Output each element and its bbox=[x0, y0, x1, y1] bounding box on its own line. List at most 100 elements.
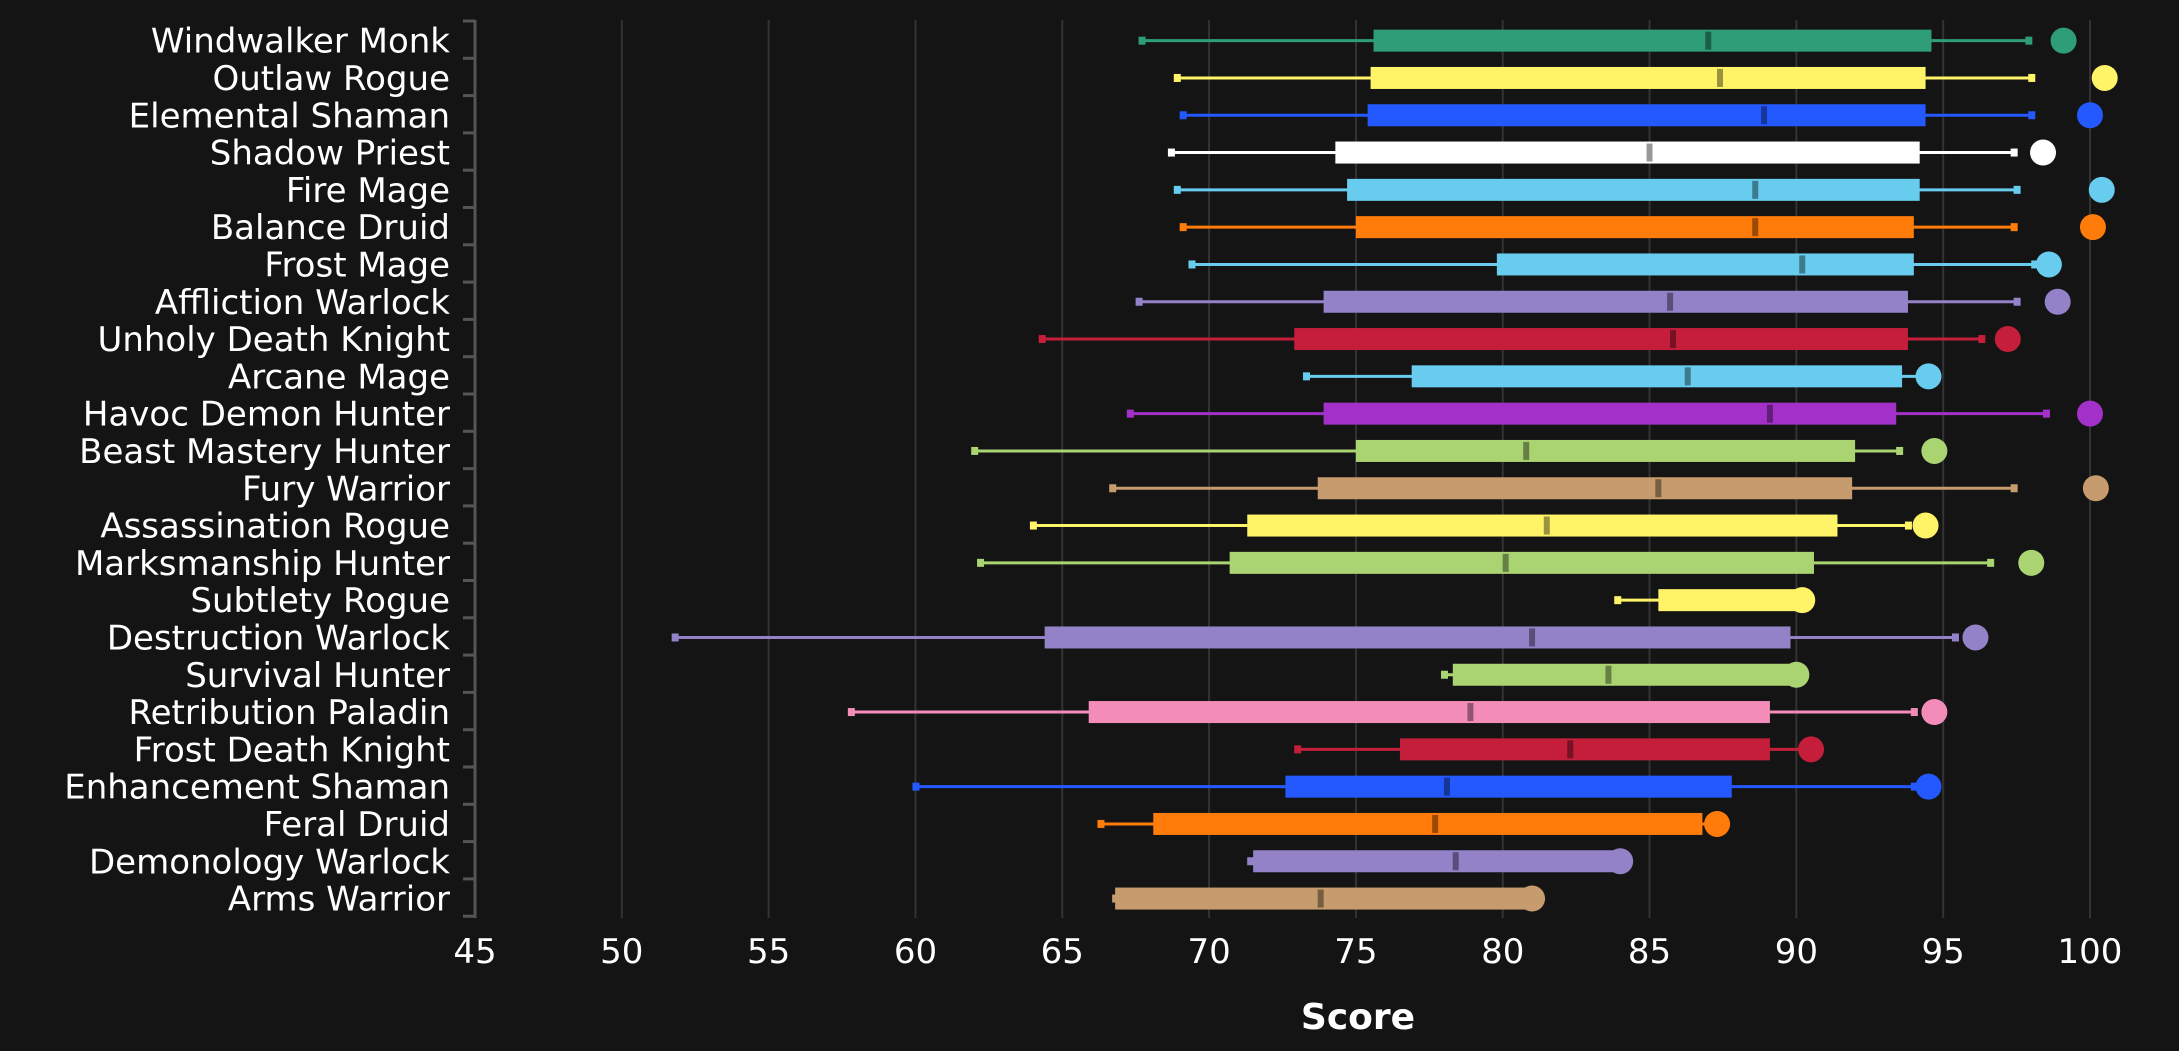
spec-label: Frost Mage bbox=[264, 245, 450, 285]
box-group bbox=[977, 549, 2045, 576]
iqr-box bbox=[1153, 812, 1703, 835]
whisker-cap-low bbox=[1179, 223, 1187, 232]
box-group bbox=[1112, 885, 1546, 912]
max-point bbox=[2088, 176, 2115, 203]
box-group bbox=[1302, 363, 1942, 390]
box-group bbox=[671, 624, 1989, 651]
x-tick-label: 55 bbox=[747, 932, 790, 972]
iqr-box bbox=[1496, 253, 1914, 276]
box-group bbox=[1126, 400, 2103, 427]
whisker-cap-high bbox=[1951, 633, 1959, 642]
median-marker bbox=[1705, 31, 1712, 50]
whisker-cap-high bbox=[2028, 111, 2036, 120]
whisker-cap-low bbox=[1135, 297, 1143, 306]
box-series bbox=[671, 27, 2118, 912]
median-marker bbox=[1752, 180, 1759, 199]
iqr-box bbox=[1317, 477, 1853, 500]
x-tick-label: 70 bbox=[1187, 932, 1230, 972]
whisker-cap-low bbox=[1173, 73, 1181, 82]
max-point bbox=[2077, 400, 2103, 427]
iqr-box bbox=[1323, 402, 1897, 425]
box-group bbox=[1173, 64, 2118, 91]
median-marker bbox=[1717, 68, 1724, 87]
max-point bbox=[1704, 810, 1731, 837]
whisker-cap-low bbox=[1167, 148, 1175, 157]
iqr-box bbox=[1367, 104, 1926, 127]
whisker-cap-low bbox=[1097, 819, 1105, 828]
whisker-cap-low bbox=[1138, 36, 1146, 45]
box-group bbox=[1441, 661, 1810, 688]
whisker-cap-low bbox=[1302, 372, 1310, 381]
max-point bbox=[2035, 251, 2062, 278]
x-axis-title: Score bbox=[1301, 997, 1415, 1038]
max-point bbox=[1962, 624, 1989, 651]
median-marker bbox=[1670, 330, 1677, 349]
x-tick-label: 85 bbox=[1628, 932, 1671, 972]
whisker-cap-low bbox=[1294, 745, 1302, 754]
x-tick-label: 50 bbox=[600, 932, 643, 972]
whisker-cap-high bbox=[1987, 558, 1995, 567]
whisker-cap-high bbox=[2010, 223, 2018, 232]
box-group bbox=[1038, 326, 2021, 353]
gridlines bbox=[620, 20, 2091, 918]
max-point bbox=[1789, 587, 1816, 614]
median-marker bbox=[1543, 516, 1550, 535]
whisker-cap-low bbox=[1179, 111, 1187, 120]
median-marker bbox=[1799, 255, 1806, 274]
x-axis-ticks: 45 50 55 60 65 70 75 80 85 90 95 100 bbox=[453, 932, 2122, 972]
iqr-box bbox=[1373, 29, 1932, 52]
median-marker bbox=[1646, 143, 1653, 162]
spec-label: Havoc Demon Hunter bbox=[83, 395, 450, 435]
max-point bbox=[1921, 437, 1948, 464]
spec-label: Retribution Paladin bbox=[128, 693, 450, 733]
max-point bbox=[2050, 27, 2077, 54]
whisker-cap-low bbox=[1188, 260, 1196, 269]
iqr-box bbox=[1452, 663, 1791, 686]
x-tick-label: 80 bbox=[1481, 932, 1524, 972]
box-group bbox=[847, 699, 1948, 726]
box-group bbox=[1247, 848, 1634, 875]
box-group bbox=[971, 437, 1948, 464]
max-point bbox=[1915, 773, 1942, 800]
whisker-cap-high bbox=[1904, 521, 1912, 530]
spec-label: Survival Hunter bbox=[185, 656, 450, 696]
whisker-cap-high bbox=[1910, 708, 1918, 717]
spec-label: Unholy Death Knight bbox=[97, 320, 450, 360]
box-group bbox=[1188, 251, 2062, 278]
iqr-box bbox=[1088, 701, 1770, 724]
box-group bbox=[1294, 736, 1825, 763]
max-point bbox=[1798, 736, 1825, 763]
median-marker bbox=[1567, 740, 1574, 759]
median-marker bbox=[1667, 292, 1674, 311]
box-group bbox=[1173, 176, 2115, 203]
iqr-box bbox=[1044, 626, 1791, 649]
x-tick-label: 95 bbox=[1922, 932, 1965, 972]
max-point bbox=[2082, 475, 2109, 502]
whisker-cap-high bbox=[2025, 36, 2033, 45]
whisker-cap-low bbox=[671, 633, 679, 642]
x-tick-label: 45 bbox=[453, 932, 496, 972]
median-marker bbox=[1452, 852, 1459, 871]
max-point bbox=[2030, 139, 2057, 166]
max-point bbox=[1994, 326, 2021, 353]
whisker-cap-low bbox=[1109, 484, 1117, 493]
max-point bbox=[1783, 661, 1810, 688]
median-marker bbox=[1766, 404, 1773, 423]
max-point bbox=[1915, 363, 1942, 390]
spec-label: Marksmanship Hunter bbox=[75, 544, 450, 584]
median-marker bbox=[1529, 628, 1536, 647]
whisker-cap-high bbox=[2042, 409, 2050, 418]
spec-label: Outlaw Rogue bbox=[213, 59, 451, 99]
whisker-cap-high bbox=[2013, 297, 2021, 306]
whisker-cap-high bbox=[2010, 484, 2018, 493]
whisker-cap-high bbox=[1910, 782, 1918, 791]
iqr-box bbox=[1658, 589, 1800, 612]
box-group bbox=[912, 773, 1942, 800]
median-marker bbox=[1684, 367, 1691, 386]
max-point bbox=[1519, 885, 1546, 912]
spec-label: Subtlety Rogue bbox=[190, 581, 450, 621]
y-axis bbox=[463, 19, 477, 918]
median-marker bbox=[1655, 479, 1662, 498]
box-group bbox=[1135, 288, 2071, 315]
